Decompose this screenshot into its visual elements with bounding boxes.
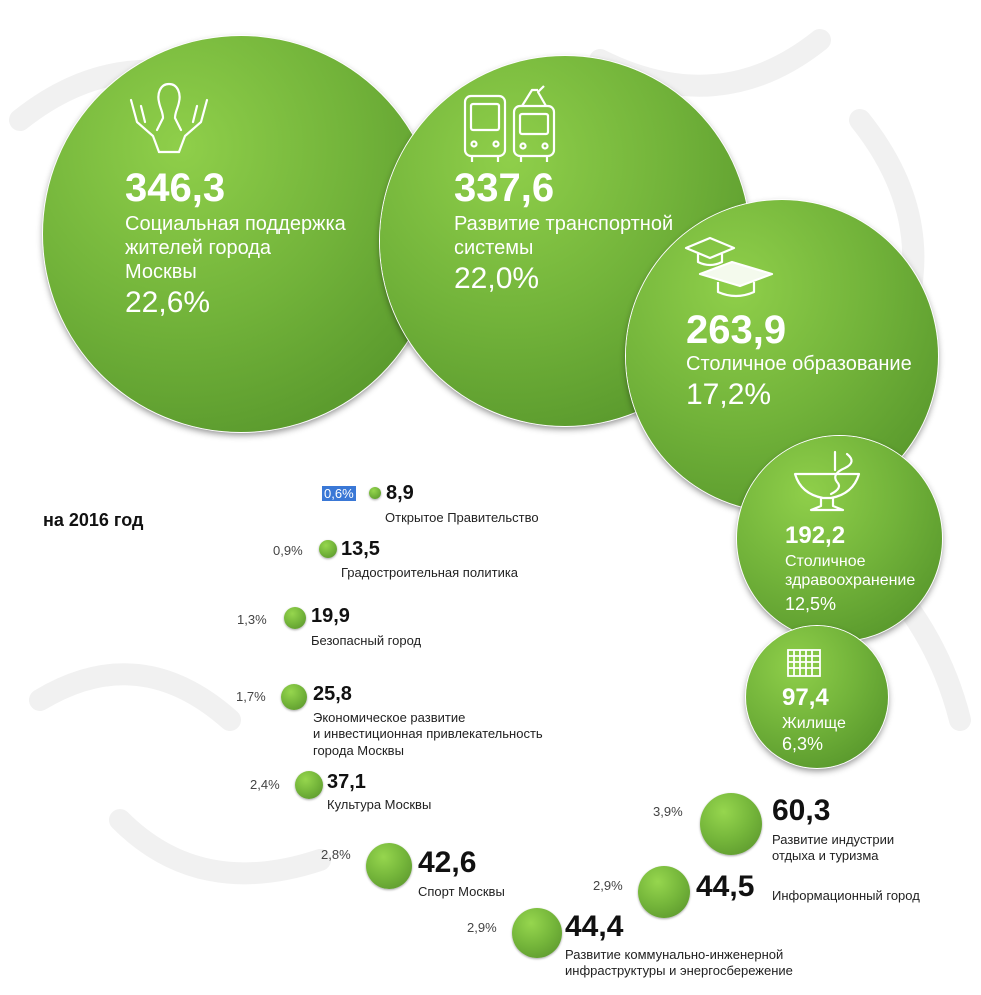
bubble-label: Жилище [782, 715, 846, 732]
building-icon [787, 649, 821, 677]
bubble-value: 97,4 [782, 684, 829, 711]
bubble-value: 337,6 [454, 166, 555, 210]
bubble-social-support: 346,3 Социальная поддержка жителей город… [43, 36, 439, 432]
bubble-value: 263,9 [686, 308, 787, 352]
label-line: города Москвы [313, 742, 404, 758]
label-line: Социальная поддержка [125, 213, 346, 235]
medical-bowl-icon [793, 450, 861, 512]
item-percent: 3,9% [653, 804, 683, 819]
label-line: Развитие индустрии [772, 832, 895, 847]
bubble-percent: 22,0% [454, 262, 540, 295]
item-label: Экономическое развитие и инвестиционная … [313, 710, 543, 759]
item-value: 42,6 [418, 846, 477, 879]
item-bubble [284, 607, 306, 629]
item-label: Культура Москвы [327, 797, 432, 812]
item-label: Градостроительная политика [341, 565, 519, 580]
item-label: Развитие индустрии отдыха и туризма [772, 832, 894, 865]
item-bubble [319, 540, 337, 558]
bubble-label: Столичное здравоохранение [785, 552, 915, 590]
bubble-healthcare: 192,2 Столичное здравоохранение 12,5% [737, 436, 942, 641]
hands-person-icon [129, 82, 209, 154]
item-bubble [281, 684, 307, 710]
label-line: Развитие транспортной [454, 213, 674, 235]
item-percent: 0,9% [273, 543, 303, 558]
label-line: жителей города [125, 237, 272, 259]
item-bubble [295, 771, 323, 799]
label-line: здравоохранение [785, 572, 916, 590]
item-bubble [638, 866, 690, 918]
label-line: системы [454, 237, 534, 259]
item-percent: 1,3% [237, 612, 267, 627]
label-line: Столичное [785, 553, 866, 570]
bubble-housing: 97,4 Жилище 6,3% [746, 626, 888, 768]
label-line: отдыха и туризма [772, 848, 879, 864]
item-percent: 0,6% [322, 486, 356, 501]
item-label: Спорт Москвы [418, 884, 505, 899]
item-bubble [700, 793, 762, 855]
item-value: 25,8 [313, 683, 352, 705]
bubble-label: Столичное образование [686, 353, 912, 375]
graduation-cap-icon [684, 236, 774, 298]
bubble-percent: 12,5% [785, 594, 837, 614]
label-line: Москвы [125, 261, 197, 283]
bubble-label: Развитие транспортной системы [454, 212, 673, 260]
bubble-label: Социальная поддержка жителей города Моск… [125, 212, 346, 284]
item-percent: 2,9% [467, 920, 497, 935]
label-line: инфраструктуры и энергосбережение [565, 963, 793, 979]
bus-tram-icon [463, 85, 556, 162]
item-value: 37,1 [327, 771, 366, 793]
item-value: 44,5 [696, 870, 755, 903]
chart-title: на 2016 год [43, 510, 144, 530]
bubble-value: 346,3 [125, 166, 226, 210]
label-line: и инвестиционная привлекательность [313, 726, 543, 742]
label-line: Развитие коммунально-инженерной [565, 947, 784, 962]
bubble-percent: 22,6% [125, 286, 211, 319]
item-value: 44,4 [565, 910, 624, 943]
bubble-percent: 6,3% [782, 734, 824, 754]
item-label: Развитие коммунально-инженерной инфрастр… [565, 947, 793, 980]
label-line: Экономическое развитие [313, 710, 466, 725]
item-value: 60,3 [772, 794, 831, 827]
bubble-value: 192,2 [785, 522, 846, 549]
item-label: Открытое Правительство [385, 510, 539, 525]
item-label: Информационный город [772, 888, 920, 903]
item-percent: 2,8% [321, 847, 351, 862]
item-value: 13,5 [341, 538, 380, 560]
item-value: 8,9 [386, 482, 414, 504]
item-bubble [369, 487, 381, 499]
item-percent: 2,4% [250, 777, 280, 792]
item-bubble [366, 843, 412, 889]
item-value: 19,9 [311, 605, 350, 627]
item-label: Безопасный город [311, 633, 422, 648]
item-percent: 1,7% [236, 689, 266, 704]
item-percent: 2,9% [593, 878, 623, 893]
item-bubble [512, 908, 562, 958]
bubble-percent: 17,2% [686, 378, 772, 411]
